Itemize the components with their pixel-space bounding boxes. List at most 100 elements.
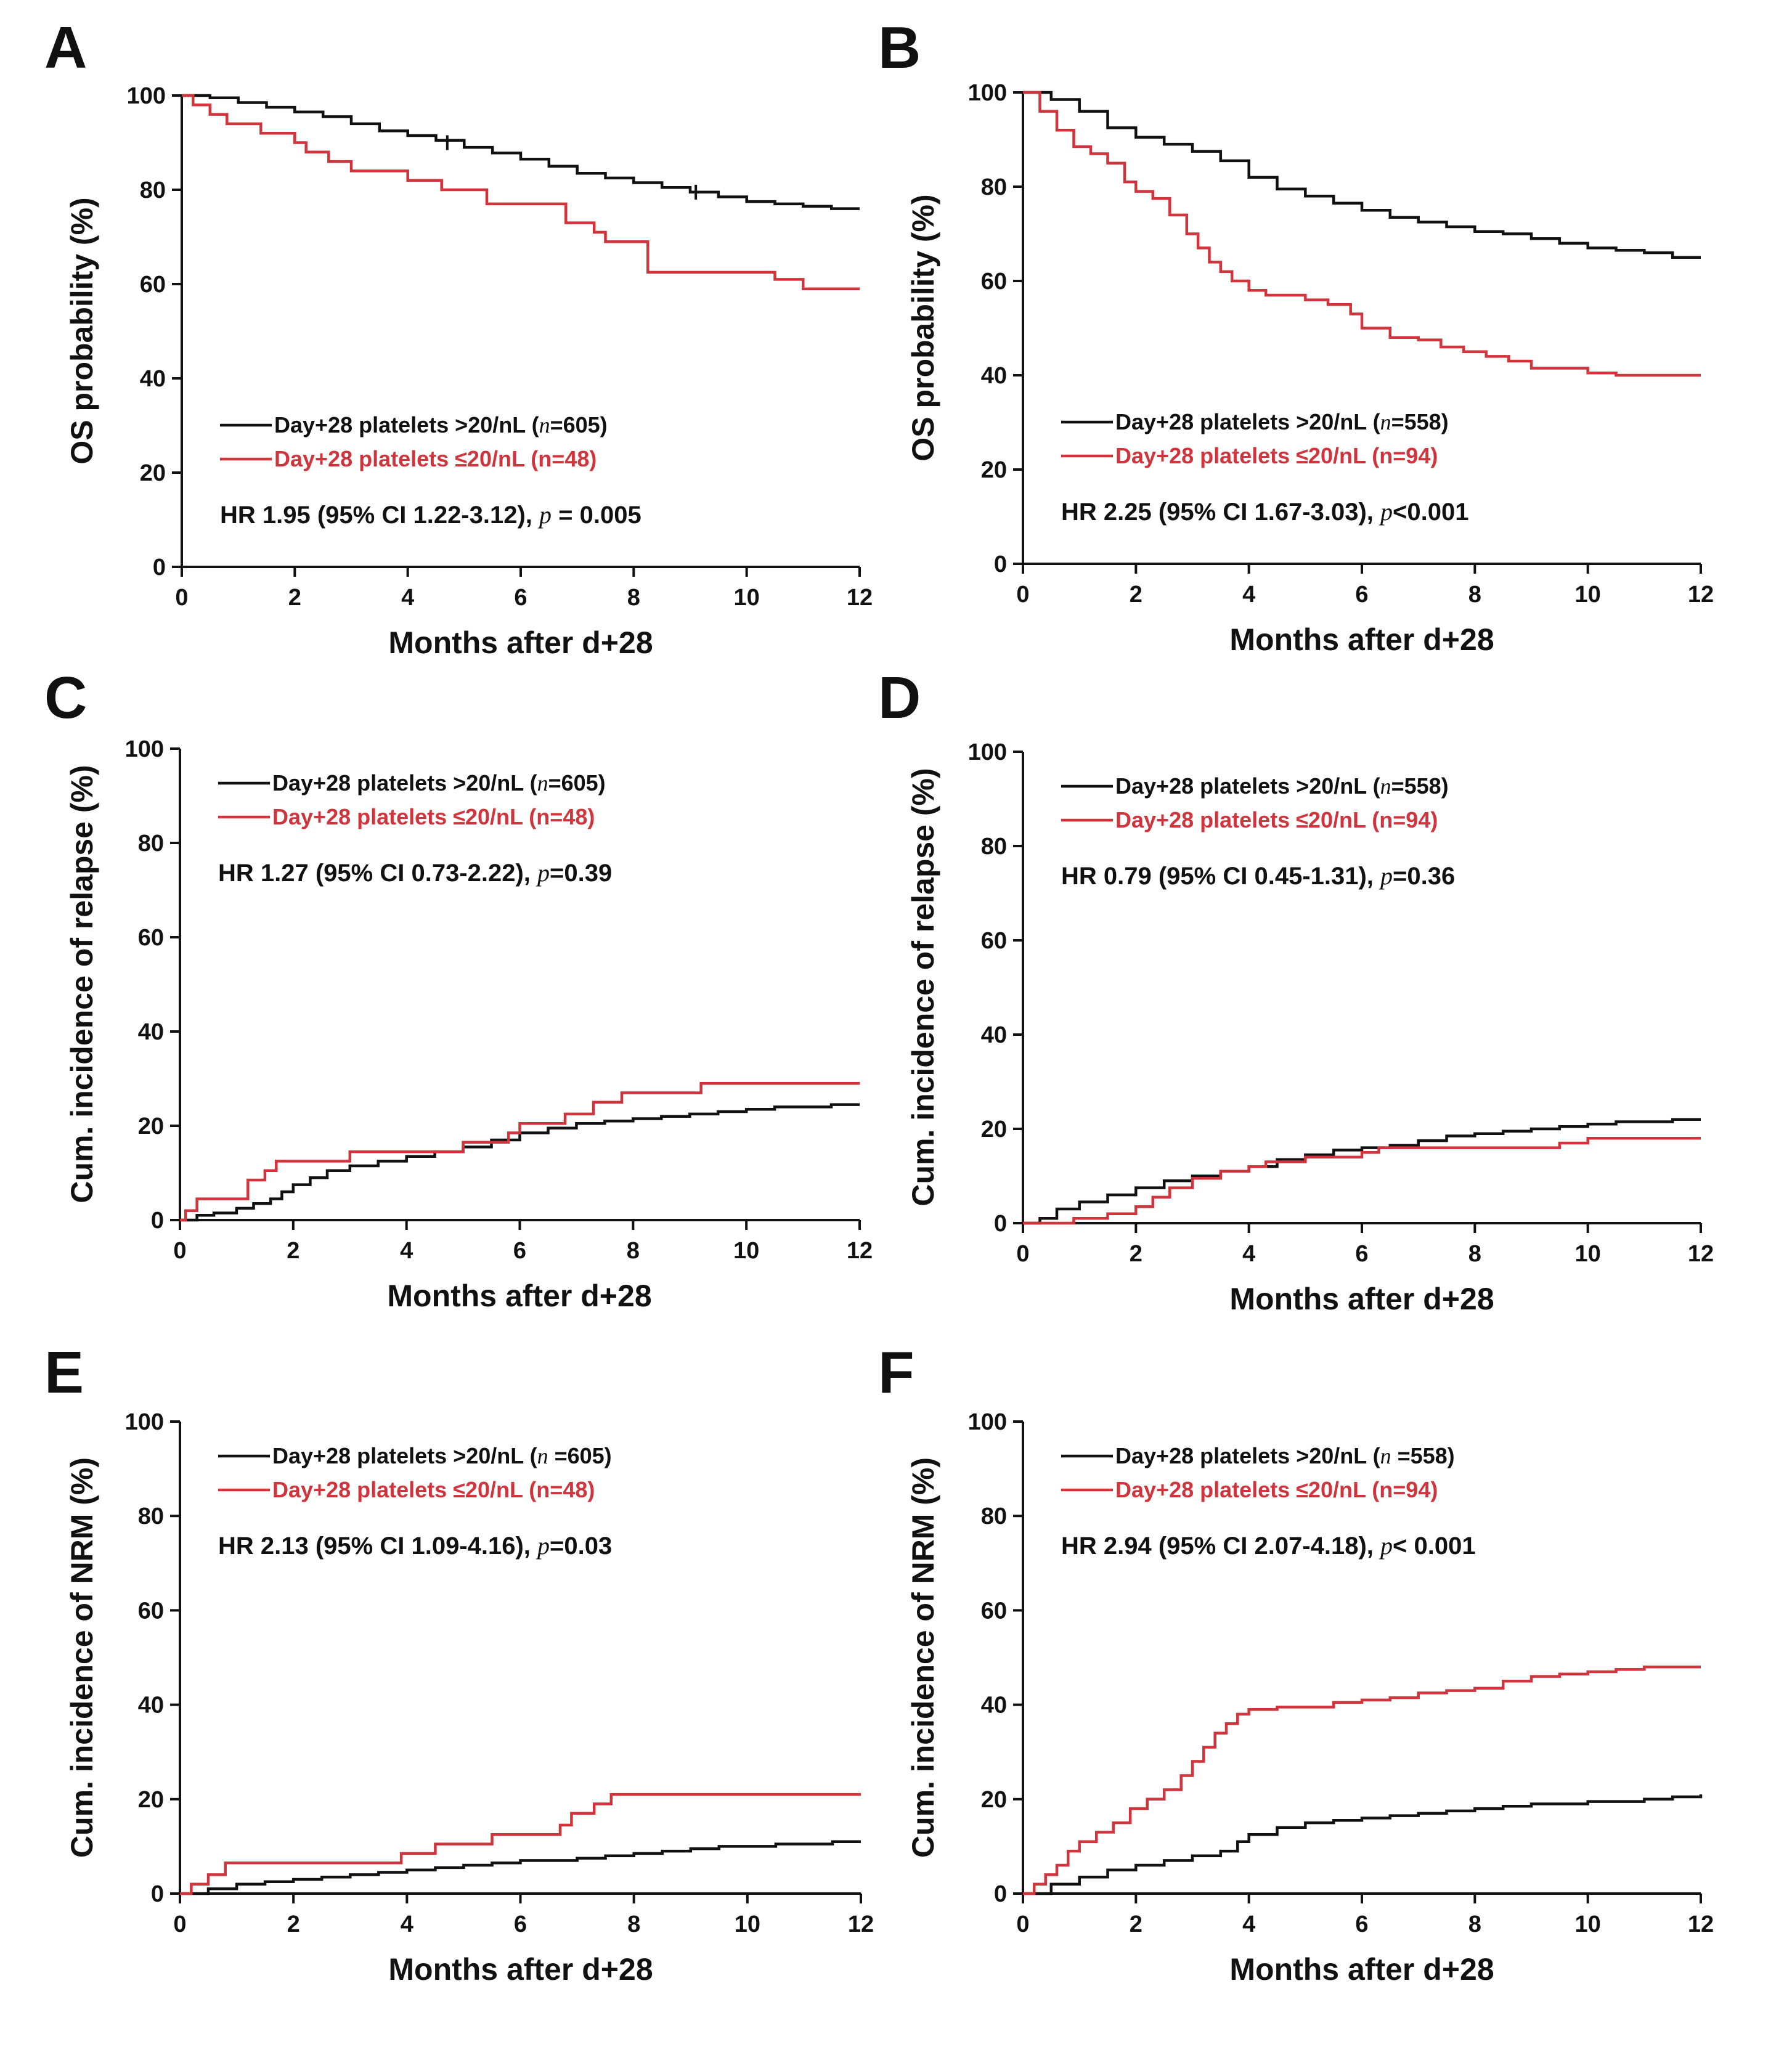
y-tick-label: 40: [981, 1022, 1007, 1048]
x-tick-label: 12: [1688, 582, 1714, 608]
x-tick-label: 0: [1016, 582, 1029, 608]
x-tick-label: 12: [848, 1911, 874, 1937]
y-tick-label: 60: [981, 928, 1007, 954]
x-tick-label: 8: [627, 585, 640, 611]
legend-label-high: Day+28 platelets >20/nL (n =558): [1115, 1443, 1455, 1468]
x-tick-label: 8: [627, 1911, 640, 1937]
panel-letter-f: F: [878, 1340, 914, 1406]
y-tick-label: 60: [981, 1598, 1007, 1624]
y-tick-label: 0: [994, 1881, 1007, 1907]
y-tick-label: 100: [125, 1409, 164, 1435]
y-tick-label: 100: [968, 1409, 1007, 1435]
legend-label-low: Day+28 platelets ≤20/nL (n=94): [1115, 807, 1438, 832]
x-tick-label: 6: [1355, 582, 1368, 608]
x-tick-label: 2: [1130, 1911, 1142, 1937]
x-tick-label: 2: [1130, 582, 1142, 608]
x-tick-label: 2: [1130, 1241, 1142, 1267]
x-tick-label: 6: [513, 1238, 526, 1264]
series-line-low: [1023, 1137, 1701, 1225]
y-tick-label: 80: [981, 834, 1007, 860]
legend-label-low: Day+28 platelets ≤20/nL (n=48): [272, 1477, 595, 1502]
panel-letter-d: D: [878, 665, 921, 731]
legend-label-high: Day+28 platelets >20/nL (n=558): [1115, 409, 1449, 434]
x-tick-label: 6: [514, 585, 527, 611]
x-axis-title: Months after d+28: [1229, 1282, 1494, 1316]
x-tick-label: 6: [514, 1911, 527, 1937]
y-tick-label: 100: [968, 739, 1007, 765]
y-tick-label: 80: [981, 1504, 1007, 1529]
panel-letter-a: A: [44, 15, 87, 81]
y-tick-label: 40: [140, 366, 166, 392]
y-tick-label: 80: [981, 174, 1007, 200]
y-axis-title: Cum. incidence of NRM (%): [906, 1457, 940, 1858]
panel-letter-e: E: [44, 1340, 84, 1406]
legend-label-low: Day+28 platelets ≤20/nL (n=48): [272, 804, 595, 829]
x-tick-label: 10: [1575, 582, 1601, 608]
x-tick-label: 4: [1242, 1241, 1255, 1267]
x-axis-title: Months after d+28: [387, 1279, 651, 1313]
x-tick-label: 10: [1575, 1241, 1601, 1267]
x-tick-label: 10: [734, 585, 760, 611]
x-tick-label: 12: [847, 1238, 873, 1264]
series-line-high: [1023, 91, 1701, 259]
y-tick-label: 40: [138, 1019, 164, 1045]
y-axis-title: Cum. incidence of NRM (%): [65, 1457, 99, 1858]
hazard-ratio-annotation: HR 2.25 (95% CI 1.67-3.03), p<0.001: [1061, 498, 1469, 526]
panel-b: B 0 20 40 60 80 100 0 2 4 6 8 10 12 Months after d+28 O…: [878, 15, 1714, 657]
y-axis-title: OS probability (%): [906, 194, 940, 461]
y-tick-label: 100: [127, 83, 166, 109]
y-tick-label: 40: [981, 363, 1007, 389]
hazard-ratio-annotation: HR 1.95 (95% CI 1.22-3.12), p = 0.005: [220, 501, 641, 529]
panel-f: F 0 20 40 60 80 100 0 2 4 6 8 10 12 Months after d+28 C…: [878, 1340, 1714, 1987]
y-tick-label: 20: [140, 460, 166, 486]
x-tick-label: 10: [735, 1911, 760, 1937]
x-tick-label: 12: [1688, 1241, 1714, 1267]
x-axis-title: Months after d+28: [1229, 622, 1494, 657]
panel-a: A 0 20 40 60 80 100 0 2 4 6 8 10 12 Months after d+28 O…: [44, 15, 873, 660]
x-tick-label: 6: [1355, 1241, 1368, 1267]
x-tick-label: 2: [288, 585, 301, 611]
y-axis-title: Cum. incidence of relapse (%): [65, 765, 99, 1203]
y-tick-label: 20: [981, 1787, 1007, 1813]
x-axis-title: Months after d+28: [388, 1952, 653, 1987]
y-tick-label: 60: [140, 272, 166, 298]
legend-label-high: Day+28 platelets >20/nL (n=558): [1115, 773, 1449, 799]
hazard-ratio-annotation: HR 2.13 (95% CI 1.09-4.16), p=0.03: [218, 1532, 612, 1560]
x-tick-label: 12: [847, 585, 873, 611]
series-line-high: [1023, 1118, 1701, 1225]
y-tick-label: 100: [968, 80, 1007, 106]
series-line-low: [180, 1793, 861, 1895]
y-tick-label: 0: [994, 1211, 1007, 1237]
x-tick-label: 8: [627, 1238, 640, 1264]
x-tick-label: 4: [400, 1238, 413, 1264]
hazard-ratio-annotation: HR 1.27 (95% CI 0.73-2.22), p=0.39: [218, 859, 612, 887]
x-tick-label: 0: [1016, 1911, 1029, 1937]
series-line-low: [1023, 91, 1701, 377]
y-tick-label: 20: [138, 1787, 164, 1813]
x-axis-title: Months after d+28: [388, 625, 653, 660]
y-tick-label: 0: [151, 1881, 164, 1907]
y-tick-label: 0: [151, 1208, 164, 1234]
x-tick-label: 0: [173, 1238, 186, 1264]
y-tick-label: 80: [138, 1504, 164, 1529]
hazard-ratio-annotation: HR 2.94 (95% CI 2.07-4.18), p< 0.001: [1061, 1532, 1476, 1560]
y-tick-label: 40: [981, 1693, 1007, 1719]
x-tick-label: 12: [1688, 1911, 1714, 1937]
y-tick-label: 20: [981, 1117, 1007, 1142]
x-tick-label: 6: [1355, 1911, 1368, 1937]
x-tick-label: 10: [1575, 1911, 1601, 1937]
legend-label-high: Day+28 platelets >20/nL (n=605): [274, 412, 608, 437]
x-tick-label: 10: [733, 1238, 759, 1264]
series-line-low: [1023, 1666, 1701, 1895]
legend-label-low: Day+28 platelets ≤20/nL (n=48): [274, 446, 597, 471]
y-tick-label: 20: [138, 1113, 164, 1139]
y-tick-label: 60: [981, 269, 1007, 295]
x-tick-label: 8: [1468, 1241, 1481, 1267]
legend-label-low: Day+28 platelets ≤20/nL (n=94): [1115, 443, 1438, 468]
legend-label-low: Day+28 platelets ≤20/nL (n=94): [1115, 1477, 1438, 1502]
x-tick-label: 8: [1468, 582, 1481, 608]
hazard-ratio-annotation: HR 0.79 (95% CI 0.45-1.31), p=0.36: [1061, 862, 1455, 890]
y-tick-label: 0: [994, 551, 1007, 577]
x-tick-label: 4: [401, 585, 414, 611]
